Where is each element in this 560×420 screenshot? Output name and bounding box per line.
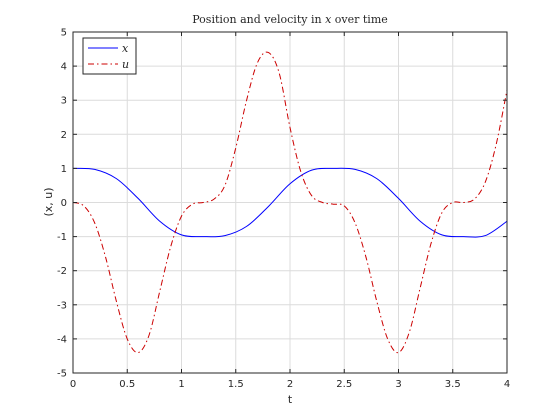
x-tick-label: 1 bbox=[178, 379, 184, 390]
x-tick-label: 0 bbox=[70, 379, 76, 390]
y-tick-label: -1 bbox=[57, 232, 67, 243]
y-tick-label: 5 bbox=[61, 28, 67, 39]
chart-title: Position and velocity in x over time bbox=[192, 13, 388, 26]
x-tick-label: 2 bbox=[287, 379, 293, 390]
legend-box bbox=[82, 37, 137, 75]
x-tick-label: 2.5 bbox=[336, 379, 352, 390]
y-tick-label: -5 bbox=[57, 369, 67, 380]
series-layer bbox=[72, 51, 508, 354]
y-axis-label: (x, u) bbox=[42, 187, 55, 216]
legend-label-x: x bbox=[122, 42, 129, 55]
x-tick-label: 3.5 bbox=[445, 379, 461, 390]
y-tick-label: 2 bbox=[61, 130, 67, 141]
x-tick-label: 3 bbox=[395, 379, 401, 390]
y-tick-label: -2 bbox=[57, 266, 67, 277]
x-tick-label: 0.5 bbox=[119, 379, 135, 390]
x-tick-label: 1.5 bbox=[228, 379, 244, 390]
legend-label-u: u bbox=[122, 58, 129, 71]
grid bbox=[72, 31, 508, 374]
y-tick-label: 4 bbox=[61, 62, 67, 73]
y-tick-label: 1 bbox=[61, 164, 67, 175]
x-axis-label: t bbox=[288, 393, 293, 406]
y-tick-label: 0 bbox=[61, 198, 67, 209]
y-axis-ticks: -5 -4 -3 -2 -1 0 1 2 3 4 5 bbox=[57, 28, 507, 380]
y-tick-label: -3 bbox=[57, 300, 67, 311]
y-tick-label: -4 bbox=[57, 334, 67, 345]
x-tick-label: 4 bbox=[504, 379, 510, 390]
series-line-u bbox=[72, 51, 508, 354]
series-line-x bbox=[72, 167, 508, 238]
y-tick-label: 3 bbox=[61, 96, 67, 107]
legend: x u bbox=[82, 37, 137, 75]
x-axis-ticks: 0 0.5 1 1.5 2 2.5 3 3.5 4 bbox=[70, 32, 510, 390]
